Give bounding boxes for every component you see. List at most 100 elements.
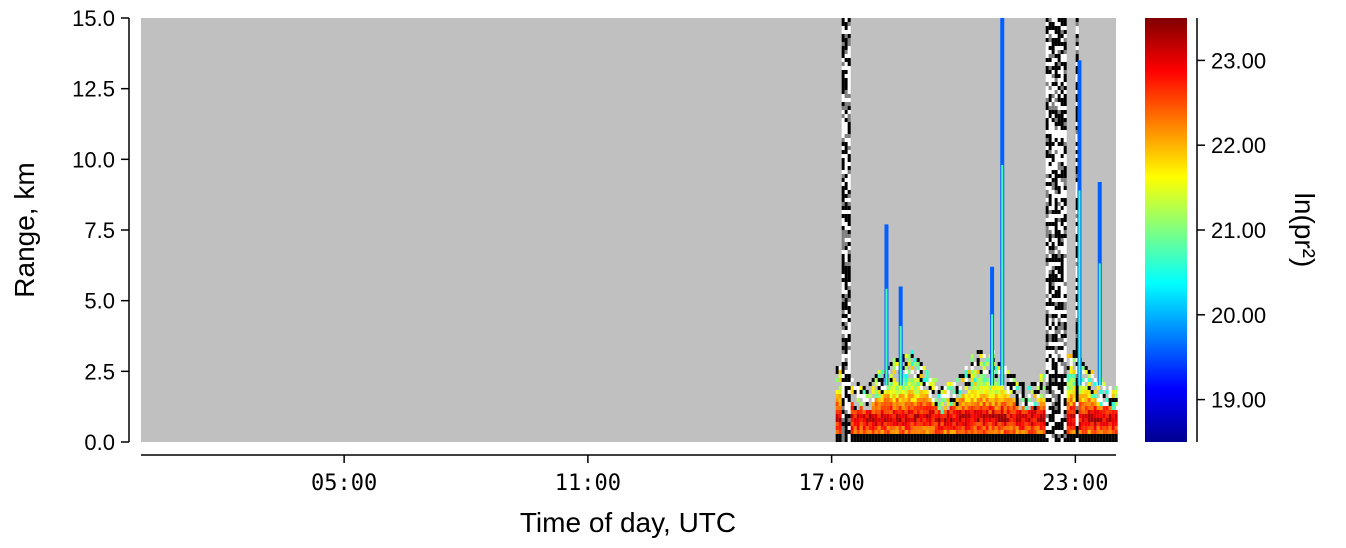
heatmap-cell: [1054, 214, 1058, 218]
heatmap-cell: [841, 70, 845, 74]
heatmap-cell: [1048, 110, 1052, 114]
heatmap-cell: [850, 426, 854, 430]
heatmap-cell: [940, 438, 944, 442]
heatmap-cell: [841, 78, 845, 82]
heatmap-cell: [1093, 426, 1097, 430]
colorbar-tick-label: 22.00: [1211, 133, 1266, 158]
heatmap-cell: [1045, 138, 1049, 142]
heatmap-cell: [1060, 366, 1064, 370]
heatmap-cell: [847, 206, 851, 210]
heatmap-cell: [1087, 414, 1091, 418]
heatmap-cell: [1057, 374, 1061, 378]
heatmap-cell: [985, 390, 989, 394]
heatmap-cell: [1063, 222, 1067, 226]
heatmap-cell: [1069, 370, 1073, 374]
heatmap-column: [910, 350, 914, 442]
heatmap-cell: [1057, 86, 1061, 90]
heatmap-cell: [841, 198, 845, 202]
heatmap-cell: [970, 402, 974, 406]
heatmap-cell: [946, 434, 950, 438]
heatmap-cell: [1042, 402, 1046, 406]
heatmap-cell: [1054, 322, 1058, 326]
heatmap-cell: [841, 30, 845, 34]
heatmap-cell: [859, 414, 863, 418]
heatmap-cell: [1060, 262, 1064, 266]
heatmap-cell: [1111, 394, 1115, 398]
heatmap-cell: [1051, 246, 1055, 250]
heatmap-cell: [1090, 414, 1094, 418]
heatmap-cell: [844, 50, 848, 54]
heatmap-cell: [1048, 206, 1052, 210]
heatmap-cell: [1063, 438, 1067, 442]
heatmap-cell: [847, 434, 851, 438]
heatmap-cell: [1051, 78, 1055, 82]
heatmap-cell: [1045, 386, 1049, 390]
heatmap-cell: [1090, 422, 1094, 426]
heatmap-cell: [1051, 386, 1055, 390]
heatmap-cell: [916, 434, 920, 438]
heatmap-cell: [1075, 430, 1079, 434]
heatmap-cell: [1057, 234, 1061, 238]
heatmap-cell: [841, 330, 845, 334]
heatmap-cell: [1060, 54, 1064, 58]
heatmap-cell: [1024, 410, 1028, 414]
heatmap-cell: [982, 354, 986, 358]
heatmap-cell: [952, 402, 956, 406]
heatmap-cell: [847, 246, 851, 250]
heatmap-cell: [844, 250, 848, 254]
heatmap-cell: [1012, 438, 1016, 442]
colorbar-tick-label: 21.00: [1211, 218, 1266, 243]
heatmap-cell: [847, 262, 851, 266]
heatmap-cell: [904, 370, 908, 374]
heatmap-column: [1054, 18, 1058, 442]
heatmap-cell: [868, 414, 872, 418]
heatmap-cell: [1054, 358, 1058, 362]
heatmap-cell: [1054, 74, 1058, 78]
heatmap-cell: [967, 434, 971, 438]
heatmap-cell: [1021, 382, 1025, 386]
heatmap-cell: [1057, 98, 1061, 102]
heatmap-cell: [1060, 210, 1064, 214]
heatmap-cell: [1033, 414, 1037, 418]
heatmap-cell: [1075, 390, 1079, 394]
heatmap-cell: [955, 418, 959, 422]
heatmap-cell: [922, 366, 926, 370]
heatmap-cell: [1057, 74, 1061, 78]
heatmap-cell: [850, 402, 854, 406]
heatmap-cell: [847, 166, 851, 170]
heatmap-cell: [856, 426, 860, 430]
heatmap-cell: [1027, 394, 1031, 398]
heatmap-cell: [844, 294, 848, 298]
heatmap-cell: [919, 414, 923, 418]
heatmap-cell: [1048, 190, 1052, 194]
heatmap-cell: [1075, 146, 1079, 150]
heatmap-cell: [841, 130, 845, 134]
heatmap-cell: [952, 438, 956, 442]
heatmap-cell: [1024, 414, 1028, 418]
heatmap-cell: [847, 174, 851, 178]
heatmap-cell: [844, 258, 848, 262]
heatmap-cell: [1063, 78, 1067, 82]
heatmap-cell: [1036, 406, 1040, 410]
heatmap-cell: [934, 426, 938, 430]
heatmap-cell: [907, 382, 911, 386]
heatmap-cell: [1054, 238, 1058, 242]
heatmap-cell: [1000, 386, 1004, 390]
heatmap-cell: [1060, 226, 1064, 230]
heatmap-cell: [1015, 418, 1019, 422]
heatmap-cell: [988, 430, 992, 434]
heatmap-cell: [1036, 430, 1040, 434]
heatmap-cell: [1057, 274, 1061, 278]
heatmap-cell: [1078, 410, 1082, 414]
heatmap-cell: [1054, 30, 1058, 34]
heatmap-cell: [1063, 254, 1067, 258]
heatmap-cell: [1051, 350, 1055, 354]
heatmap-cell: [1000, 402, 1004, 406]
heatmap-cell: [931, 398, 935, 402]
heatmap-cell: [1060, 298, 1064, 302]
heatmap-cell: [844, 358, 848, 362]
heatmap-cell: [844, 70, 848, 74]
heatmap-cell: [844, 390, 848, 394]
heatmap-cell: [1060, 346, 1064, 350]
heatmap-cell: [1075, 206, 1079, 210]
